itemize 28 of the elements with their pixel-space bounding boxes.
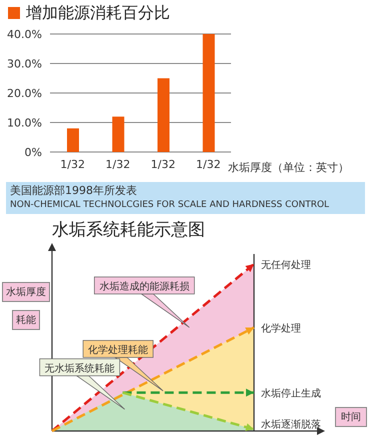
text: 水垢系统耗能示意图 — [51, 219, 206, 242]
y-tick-label: 20.0% — [7, 86, 42, 100]
text: 时间 — [335, 407, 367, 427]
bar — [202, 34, 215, 152]
y-tick-label: 10.0% — [7, 116, 42, 130]
y-tick-label: 0% — [24, 146, 42, 159]
x-axis-title: 水垢厚度（单位：英寸） — [228, 160, 349, 175]
y-tick-label: 30.0% — [7, 57, 42, 70]
text: 水垢造成的能源耗损 — [99, 280, 190, 292]
bar — [112, 116, 124, 152]
text: NON-CHEMICAL TECHNOLCGIES FOR SCALE AND HARDNESS CONTROL — [10, 199, 330, 212]
x-tick-label: 1/32 — [106, 158, 130, 171]
bar — [67, 128, 79, 152]
text: 水垢厚度 — [2, 282, 50, 302]
bar — [158, 78, 170, 152]
text: 美国能源部1998年所发表 — [10, 184, 138, 198]
x-tick-label: 1/32 — [196, 158, 221, 171]
x-tick-label: 1/32 — [150, 158, 176, 171]
text: 无水垢系统耗能 — [44, 362, 115, 374]
text: 耗能 — [12, 310, 40, 330]
text: 水垢停止生成 — [261, 388, 321, 400]
text: 化学处理 — [261, 322, 301, 334]
chart-title: 增加能源消耗百分比 — [26, 2, 170, 24]
text: 无任何处理 — [261, 259, 311, 271]
y-tick-label: 40.0% — [7, 28, 42, 41]
text: 化学处理耗能 — [88, 344, 148, 356]
x-tick-label: 1/32 — [60, 158, 85, 171]
text: 水垢逐渐脱落 — [261, 418, 321, 430]
